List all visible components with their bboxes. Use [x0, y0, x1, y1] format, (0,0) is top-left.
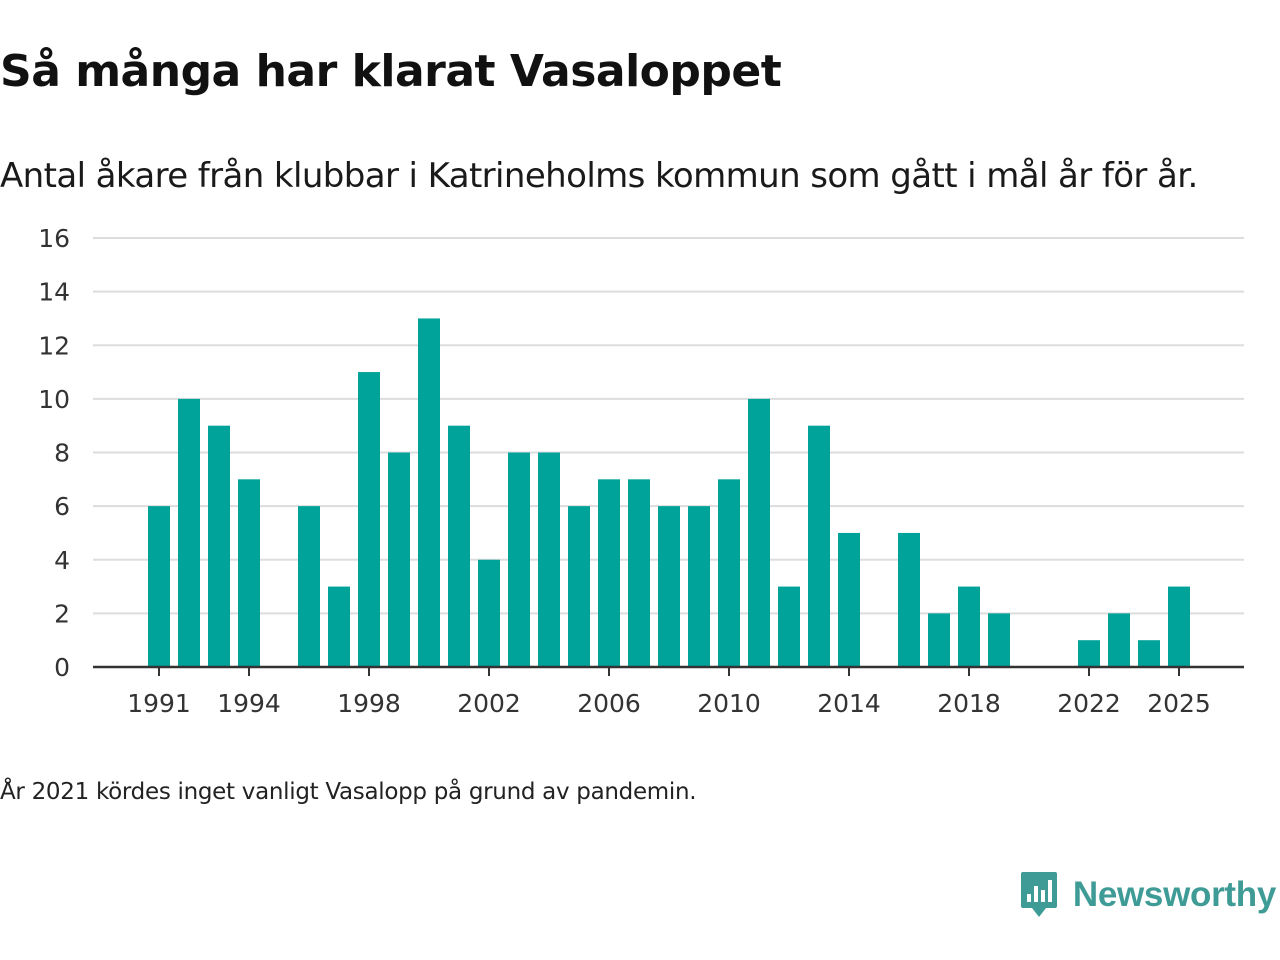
bar-2009 [688, 506, 710, 667]
bar-2012 [778, 586, 800, 667]
x-tick-label-1994: 1994 [217, 689, 281, 718]
bar-2003 [508, 452, 530, 667]
brand-name: Newsworthy [1072, 875, 1276, 914]
y-tick-label-16: 16 [38, 224, 70, 253]
y-axis-ticks: 0 2 4 6 8 10 12 14 16 [38, 224, 70, 682]
bar-2014 [838, 532, 860, 667]
x-tick-label-1998: 1998 [337, 689, 401, 718]
bar-2024 [1138, 640, 1160, 667]
x-tick-label-2006: 2006 [577, 689, 641, 718]
x-tick-label-2022: 2022 [1057, 689, 1121, 718]
y-tick-label-12: 12 [38, 331, 70, 360]
x-tick-label-2010: 2010 [697, 689, 761, 718]
bar-1996 [298, 506, 320, 667]
bar-1998 [358, 372, 380, 667]
newsworthy-logo[interactable]: Newsworthy [1019, 870, 1276, 920]
bars [148, 318, 1190, 667]
bar-2011 [748, 398, 770, 667]
bar-2023 [1108, 613, 1130, 667]
y-tick-label-6: 6 [54, 492, 70, 521]
y-tick-label-10: 10 [38, 385, 70, 414]
bar-1997 [328, 586, 350, 667]
bar-2018 [958, 586, 980, 667]
bar-1992 [178, 398, 200, 667]
y-tick-label-2: 2 [54, 599, 70, 628]
x-axis-ticks: 1991 1994 1998 2002 2006 2010 2014 2018 2022 2025 [127, 667, 1211, 718]
x-tick-label-2018: 2018 [937, 689, 1001, 718]
bar-2000 [418, 318, 440, 667]
bar-2007 [628, 479, 650, 667]
chart-title: Så många har klarat Vasaloppet [0, 46, 782, 97]
y-tick-label-8: 8 [54, 439, 70, 468]
bar-2016 [898, 532, 920, 667]
bar-1999 [388, 452, 410, 667]
bar-2006 [598, 479, 620, 667]
x-tick-label-2025: 2025 [1147, 689, 1211, 718]
newsworthy-logo-icon [1020, 872, 1057, 917]
bar-1994 [238, 479, 260, 667]
bar-2025 [1168, 586, 1190, 667]
bar-2008 [658, 506, 680, 667]
bar-2013 [808, 425, 830, 667]
bar-1991 [148, 506, 170, 667]
footnote: År 2021 kördes inget vanligt Vasalopp på… [0, 779, 697, 805]
chart-subtitle: Antal åkare från klubbar i Katrineholms … [0, 156, 1198, 196]
bar-2002 [478, 559, 500, 667]
bar-2019 [988, 613, 1010, 667]
x-tick-label-2014: 2014 [817, 689, 881, 718]
bar-1993 [208, 425, 230, 667]
x-tick-label-1991: 1991 [127, 689, 191, 718]
y-tick-label-0: 0 [54, 653, 70, 682]
bar-2004 [538, 452, 560, 667]
bar-2001 [448, 425, 470, 667]
y-tick-label-4: 4 [54, 546, 70, 575]
bar-2005 [568, 506, 590, 667]
bar-chart: 0 2 4 6 8 10 12 14 16 1991 1994 1998 2002 2006 2010 20… [38, 224, 1244, 718]
bar-2010 [718, 479, 740, 667]
x-tick-label-2002: 2002 [457, 689, 521, 718]
bar-2017 [928, 613, 950, 667]
y-tick-label-14: 14 [38, 278, 70, 307]
bar-2022 [1078, 640, 1100, 667]
